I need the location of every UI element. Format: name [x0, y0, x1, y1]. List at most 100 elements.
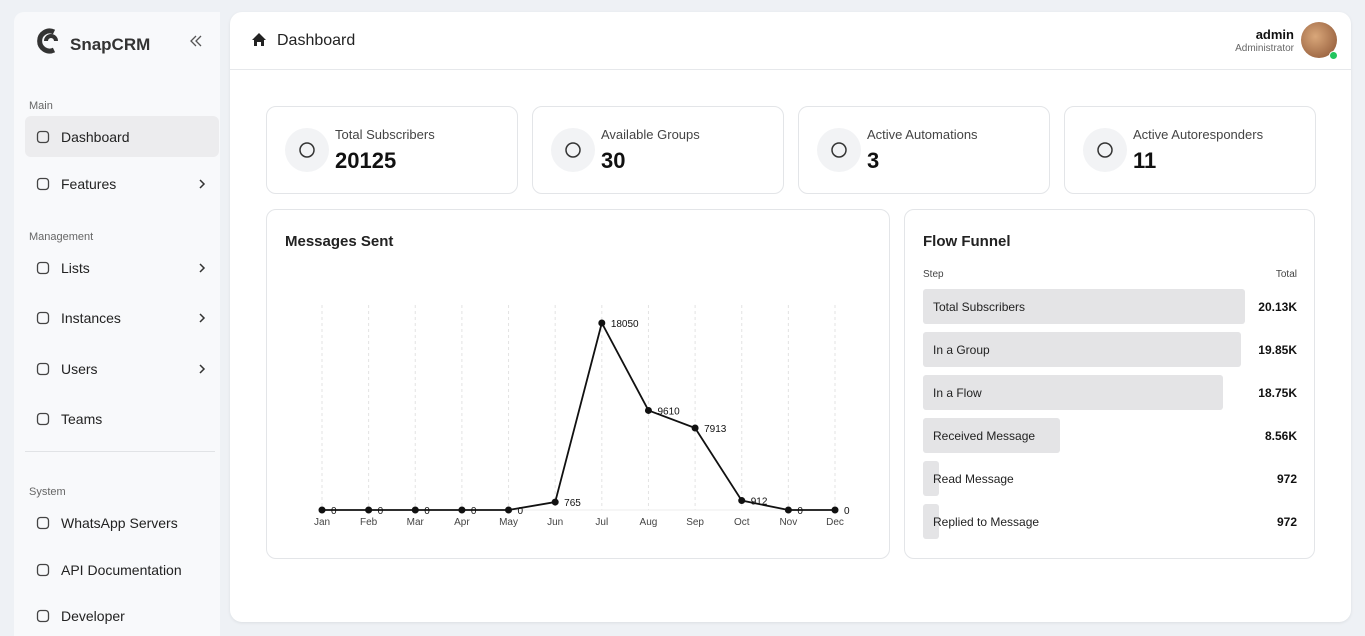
status-dot — [1329, 51, 1338, 60]
icon-shape — [831, 142, 847, 158]
line — [322, 320, 835, 511]
stat-label: Total Subscribers — [335, 127, 435, 142]
nav-label: Dashboard — [61, 129, 130, 145]
x-tick-label: Feb — [360, 517, 378, 528]
icon-glyph — [1097, 142, 1113, 158]
point — [598, 319, 606, 327]
main-panel: Dashboard admin Administrator Total Subs… — [230, 12, 1351, 622]
point — [551, 498, 559, 506]
icon-shape — [36, 261, 50, 275]
stat-card: Active Automations 3 — [798, 106, 1050, 194]
x-tick-label: Aug — [640, 517, 658, 528]
icon-shape — [565, 142, 581, 158]
nav-item[interactable]: Dashboard — [25, 116, 219, 157]
chart-title: Messages Sent — [285, 233, 394, 250]
nav-item[interactable]: API Documentation — [25, 549, 219, 590]
icon-shape — [36, 412, 50, 426]
nav-item[interactable]: Teams — [25, 398, 219, 439]
icon-glyph — [299, 142, 315, 158]
step-label: In a Flow — [933, 386, 982, 400]
nav-label: Teams — [61, 411, 103, 427]
icon-shape — [36, 311, 50, 325]
step-total: 18.75K — [1258, 386, 1297, 400]
home-icon — [252, 33, 266, 46]
icon-shape — [36, 362, 50, 376]
column-header: Total — [1275, 269, 1297, 280]
data-label: 765 — [564, 498, 581, 509]
data-label: 0 — [424, 506, 430, 517]
funnel-bar — [923, 504, 939, 539]
user-role: Administrator — [1235, 43, 1294, 54]
nav-item[interactable]: Developer — [25, 595, 219, 636]
messages-card: Messages Sent Jan Feb Mar Apr May Jun Jul Aug Se… — [266, 209, 890, 559]
divider — [25, 451, 215, 452]
nav-item[interactable]: Users — [25, 348, 219, 389]
icon-shape — [36, 177, 50, 191]
funnel-bar — [923, 418, 1060, 453]
funnel-bar — [923, 375, 1223, 410]
chevron-shape — [199, 364, 206, 374]
collapse-button[interactable] — [189, 34, 203, 48]
funnel-bar — [923, 332, 1241, 367]
user-name: admin — [1255, 27, 1294, 42]
icon-glyph — [831, 142, 847, 158]
topbar: Dashboard admin Administrator — [230, 12, 1351, 70]
stat-card: Available Groups 30 — [532, 106, 784, 194]
x-tick-label: Jan — [314, 517, 330, 528]
point — [458, 506, 466, 514]
point — [644, 406, 652, 414]
stat-card: Total Subscribers 20125 — [266, 106, 518, 194]
data-label: 0 — [471, 506, 477, 517]
stat-card: Active Autoresponders 11 — [1064, 106, 1316, 194]
x-tick-label: May — [499, 517, 518, 528]
sidebar: SnapCRM Main Dashboard Features Management L… — [14, 12, 220, 636]
step-label: In a Group — [933, 343, 990, 357]
icon-shape — [36, 563, 50, 577]
stat-icon — [285, 128, 329, 172]
data-label: 0 — [378, 506, 384, 517]
point — [318, 506, 326, 514]
icon-shape — [299, 142, 315, 158]
nav-icon — [36, 563, 50, 577]
point — [505, 506, 513, 514]
point — [411, 506, 419, 514]
data-label: 18050 — [611, 319, 639, 330]
nav-icon — [36, 130, 50, 144]
nav-item[interactable]: WhatsApp Servers — [25, 502, 219, 543]
stat-icon — [1083, 128, 1127, 172]
nav-item[interactable]: Instances — [25, 297, 219, 338]
nav-item[interactable]: Lists — [25, 247, 219, 288]
stat-value: 11 — [1133, 148, 1157, 173]
data-label: 912 — [751, 497, 768, 508]
data-label: 0 — [844, 506, 850, 517]
nav-icon — [36, 516, 50, 530]
column-header: Step — [923, 269, 944, 280]
nav-label: API Documentation — [61, 562, 182, 578]
nav-label: Instances — [61, 310, 121, 326]
x-tick-label: Sep — [686, 517, 704, 528]
x-tick-label: Nov — [779, 517, 797, 528]
nav-label: Features — [61, 176, 117, 192]
nav-item[interactable]: Features — [25, 163, 219, 204]
nav-icon — [36, 609, 50, 623]
stat-label: Active Automations — [867, 127, 978, 142]
stat-value: 20125 — [335, 148, 397, 173]
funnel-bar — [923, 289, 1245, 324]
step-total: 972 — [1276, 472, 1297, 486]
page-title: Dashboard — [277, 32, 356, 49]
logo-icon — [37, 28, 58, 54]
nav-icon — [36, 412, 50, 426]
icon-shape — [36, 516, 50, 530]
stat-value: 3 — [867, 148, 880, 173]
x-tick-label: Oct — [734, 517, 750, 528]
chevron — [199, 263, 206, 273]
icon-glyph — [565, 142, 581, 158]
funnel-card: Flow Funnel Step Total Total Subscribers… — [904, 209, 1315, 559]
data-label: 7913 — [704, 424, 727, 435]
point — [738, 497, 746, 505]
section-title: Management — [29, 231, 94, 243]
nav-label: Users — [61, 361, 98, 377]
x-tick-label: Apr — [454, 517, 470, 528]
